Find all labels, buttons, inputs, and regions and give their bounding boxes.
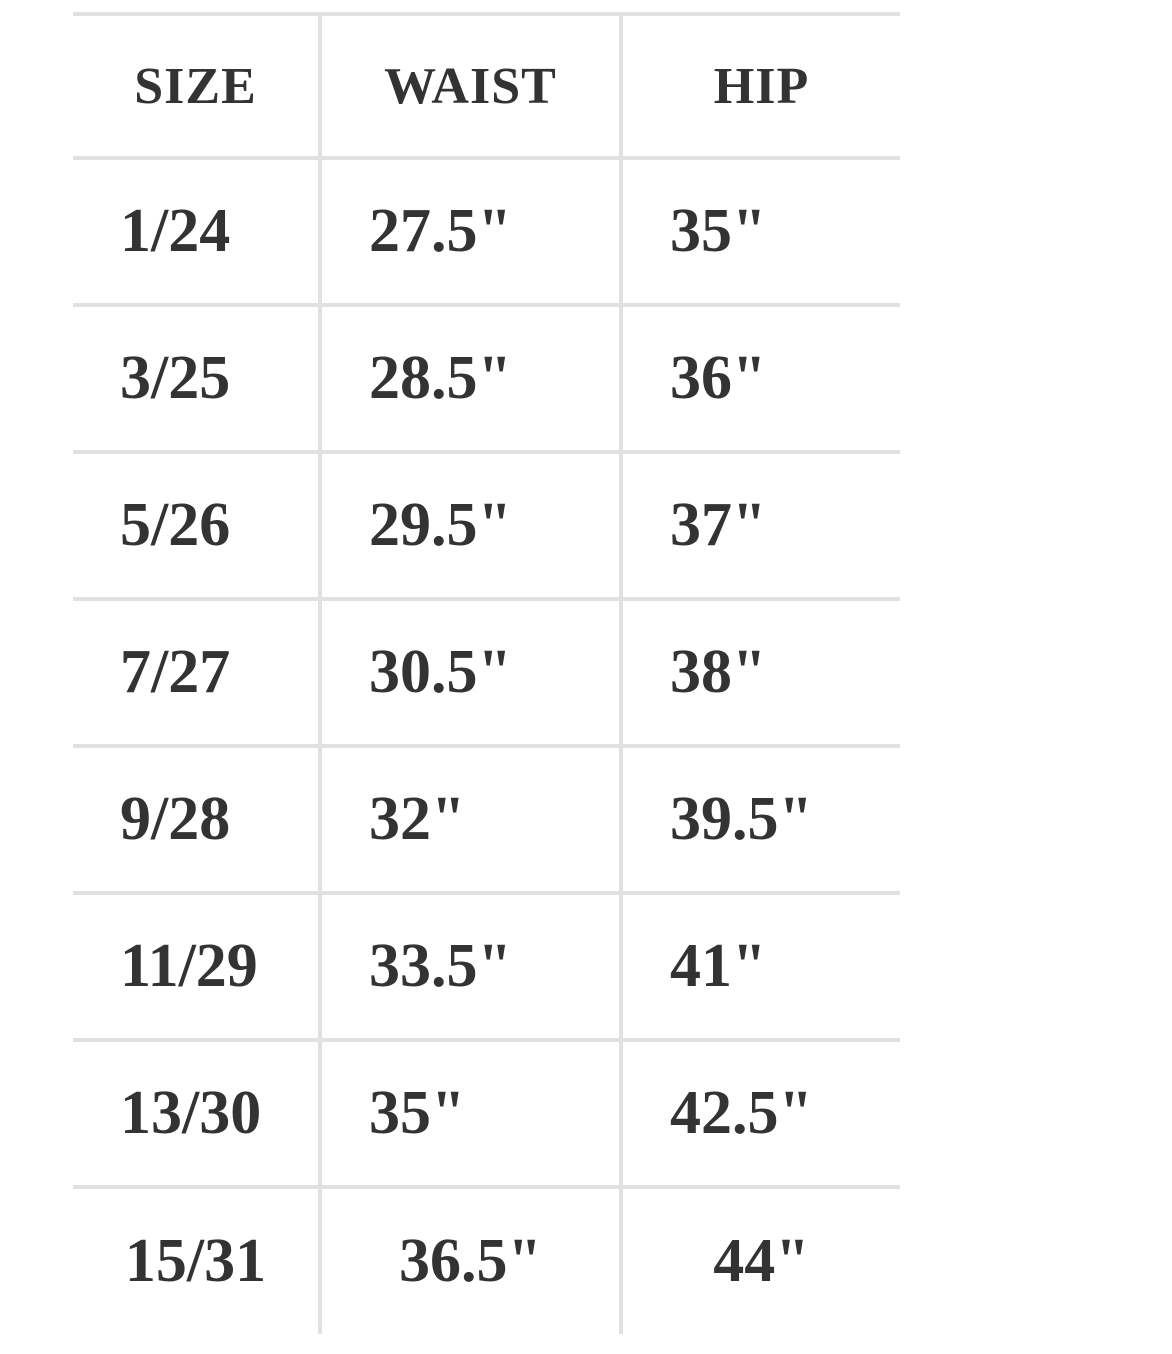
- header-row: SIZE WAIST HIP: [73, 12, 900, 158]
- column-header-waist: WAIST: [318, 12, 621, 158]
- size-cell: 13/30: [73, 1038, 320, 1187]
- size-chart-header: SIZE WAIST HIP: [73, 12, 900, 158]
- table-row: 3/25 28.5" 36": [73, 303, 900, 452]
- table-row: 9/28 32" 39.5": [73, 744, 900, 893]
- table-row: 1/24 27.5" 35": [73, 156, 900, 305]
- hip-cell: 41": [619, 891, 900, 1040]
- hip-cell: 38": [619, 597, 900, 746]
- waist-cell: 30.5": [318, 597, 621, 746]
- waist-cell: 35": [318, 1038, 621, 1187]
- waist-cell: 27.5": [318, 156, 621, 305]
- table-row: 5/26 29.5" 37": [73, 450, 900, 599]
- column-header-hip: HIP: [619, 12, 900, 158]
- table-row: 11/29 33.5" 41": [73, 891, 900, 1040]
- table-row: 15/31 36.5" 44": [73, 1185, 900, 1334]
- waist-cell: 36.5": [318, 1185, 621, 1334]
- size-cell: 11/29: [73, 891, 320, 1040]
- waist-cell: 28.5": [318, 303, 621, 452]
- size-cell: 15/31: [73, 1185, 320, 1334]
- waist-cell: 33.5": [318, 891, 621, 1040]
- size-chart-body: 1/24 27.5" 35" 3/25 28.5" 36" 5/26 29.5" 37" 7/27…: [73, 156, 900, 1334]
- size-cell: 9/28: [73, 744, 320, 893]
- size-chart-table: SIZE WAIST HIP 1/24 27.5" 35" 3/25 28.5" 36" 5…: [73, 12, 900, 1334]
- table-row: 13/30 35" 42.5": [73, 1038, 900, 1187]
- size-cell: 5/26: [73, 450, 320, 599]
- hip-cell: 44": [619, 1185, 900, 1334]
- size-cell: 3/25: [73, 303, 320, 452]
- column-header-size: SIZE: [73, 12, 320, 158]
- size-cell: 1/24: [73, 156, 320, 305]
- size-chart: SIZE WAIST HIP 1/24 27.5" 35" 3/25 28.5" 36" 5…: [73, 12, 900, 1334]
- waist-cell: 29.5": [318, 450, 621, 599]
- hip-cell: 35": [619, 156, 900, 305]
- hip-cell: 42.5": [619, 1038, 900, 1187]
- table-row: 7/27 30.5" 38": [73, 597, 900, 746]
- size-cell: 7/27: [73, 597, 320, 746]
- waist-cell: 32": [318, 744, 621, 893]
- hip-cell: 37": [619, 450, 900, 599]
- hip-cell: 39.5": [619, 744, 900, 893]
- hip-cell: 36": [619, 303, 900, 452]
